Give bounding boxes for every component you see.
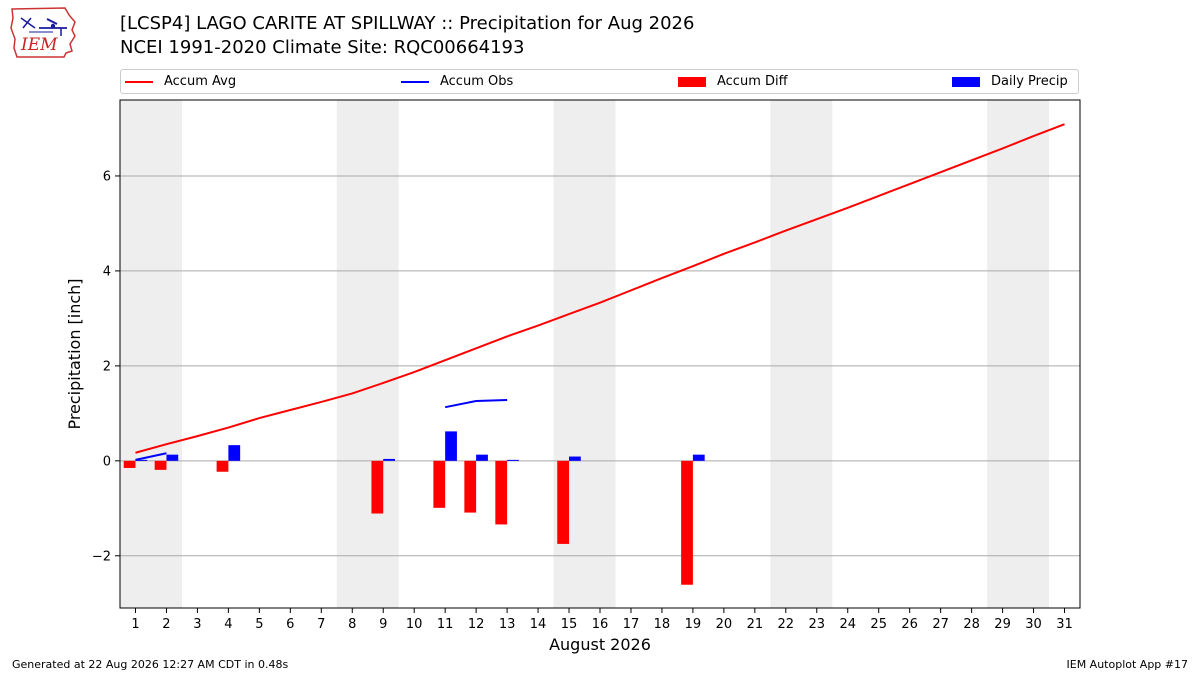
plot-frame — [119, 99, 1081, 609]
y-tick-label: 2 — [103, 359, 111, 374]
daily-precip-bar-19 — [692, 454, 705, 461]
x-tick-label: 29 — [994, 617, 1011, 632]
x-tick-label: 15 — [561, 617, 578, 632]
daily-precip-bar-15 — [569, 456, 581, 461]
chart-title: [LCSP4] LAGO CARITE AT SPILLWAY :: Preci… — [120, 13, 695, 34]
x-tick-label: 9 — [379, 617, 387, 632]
accum-obs-line-segment-2 — [444, 399, 508, 409]
x-tick-label: 22 — [778, 617, 795, 632]
accum-diff-bar-11 — [433, 460, 446, 508]
x-tick-label: 31 — [1056, 617, 1073, 632]
x-tick-label: 2 — [162, 617, 170, 632]
y-tick-label: 4 — [103, 264, 111, 279]
legend-item-accum-avg: Accum Avg — [125, 70, 236, 93]
daily-precip-bar-9 — [383, 458, 395, 461]
legend-swatch-accum-obs — [401, 80, 429, 83]
bar-series — [123, 431, 705, 585]
x-tick-label: 16 — [592, 617, 609, 632]
x-tick-label: 12 — [468, 617, 485, 632]
x-tick-label: 4 — [224, 617, 232, 632]
x-tick-label: 13 — [499, 617, 516, 632]
accum-diff-bar-12 — [464, 460, 477, 513]
weekend-band-3 — [553, 100, 616, 608]
x-tick-label: 21 — [747, 617, 764, 632]
x-tick-label: 17 — [623, 617, 640, 632]
legend-item-accum-diff: Accum Diff — [678, 70, 788, 93]
grid-lines — [120, 175, 1080, 557]
weekend-band-5 — [987, 100, 1050, 608]
x-tick-label: 27 — [932, 617, 949, 632]
x-tick-label: 10 — [406, 617, 423, 632]
x-tick-label: 6 — [286, 617, 294, 632]
legend-item-daily-precip: Daily Precip — [952, 70, 1068, 93]
legend-swatch-accum-avg — [125, 80, 153, 83]
daily-precip-bar-1 — [135, 459, 148, 461]
accum-diff-bar-19 — [681, 460, 693, 585]
line-series — [135, 123, 1065, 461]
x-tick-label: 24 — [839, 617, 856, 632]
accum-diff-bar-2 — [154, 460, 167, 470]
accum-diff-bar-4 — [216, 460, 229, 472]
x-tick-label: 3 — [193, 617, 201, 632]
weekend-band-2 — [336, 100, 399, 608]
x-tick-label: 19 — [685, 617, 702, 632]
footer-generated-text: Generated at 22 Aug 2026 12:27 AM CDT in… — [12, 658, 289, 671]
x-tick-label: 25 — [870, 617, 887, 632]
chart-legend: Accum Avg Accum Obs Accum Diff Daily Pre… — [120, 69, 1079, 94]
chart-subtitle: NCEI 1991-2020 Climate Site: RQC00664193 — [120, 37, 525, 58]
daily-precip-bar-11 — [445, 431, 457, 461]
legend-label-daily-precip: Daily Precip — [991, 74, 1068, 89]
y-tick-label: 0 — [103, 454, 111, 469]
x-tick-label: 20 — [716, 617, 733, 632]
legend-label-accum-obs: Accum Obs — [440, 74, 514, 89]
x-tick-label: 8 — [348, 617, 356, 632]
y-tick-label: 6 — [103, 169, 111, 184]
x-tick-label: 5 — [255, 617, 263, 632]
y-axis-label: Precipitation [inch] — [65, 278, 84, 429]
legend-label-accum-diff: Accum Diff — [717, 74, 788, 89]
daily-precip-bar-4 — [228, 445, 241, 461]
x-tick-label: 23 — [809, 617, 826, 632]
legend-label-accum-avg: Accum Avg — [164, 74, 237, 89]
weekend-band-4 — [770, 100, 833, 608]
x-tick-label: 18 — [654, 617, 671, 632]
x-tick-label: 1 — [131, 617, 139, 632]
legend-swatch-accum-diff — [678, 76, 706, 87]
accum-obs-line-segment-1 — [135, 452, 167, 461]
x-tick-label: 26 — [901, 617, 918, 632]
logo-text: IEM — [20, 35, 58, 55]
x-tick-label: 14 — [530, 617, 547, 632]
daily-precip-bar-12 — [476, 454, 488, 461]
accum-diff-bar-15 — [557, 460, 570, 544]
accum-diff-bar-9 — [371, 460, 384, 514]
x-tick-label: 7 — [317, 617, 325, 632]
weekend-shading — [120, 100, 1050, 608]
daily-precip-bar-2 — [166, 454, 179, 461]
weekend-band-1 — [120, 100, 182, 608]
iem-logo: IEM — [10, 7, 76, 58]
accum-diff-bar-1 — [123, 460, 136, 468]
x-tick-label: 11 — [437, 617, 454, 632]
x-axis-label: August 2026 — [549, 635, 651, 654]
footer-app-text: IEM Autoplot App #17 — [1066, 658, 1189, 671]
y-tick-label: −2 — [92, 549, 111, 564]
accum-avg-line-segment-1 — [135, 123, 1065, 454]
accum-diff-bar-13 — [495, 460, 508, 525]
daily-precip-bar-13 — [507, 459, 519, 461]
x-axis: 1 2 3 4 5 6 7 8 9 10 11 12 13 14 15 16 17 18 19 20 21 22 23 24 2… — [131, 608, 1073, 632]
x-tick-label: 28 — [963, 617, 980, 632]
legend-item-accum-obs: Accum Obs — [401, 70, 513, 93]
y-axis: −2 0 2 4 6 — [92, 169, 120, 564]
x-tick-label: 30 — [1025, 617, 1042, 632]
legend-swatch-daily-precip — [952, 76, 980, 87]
